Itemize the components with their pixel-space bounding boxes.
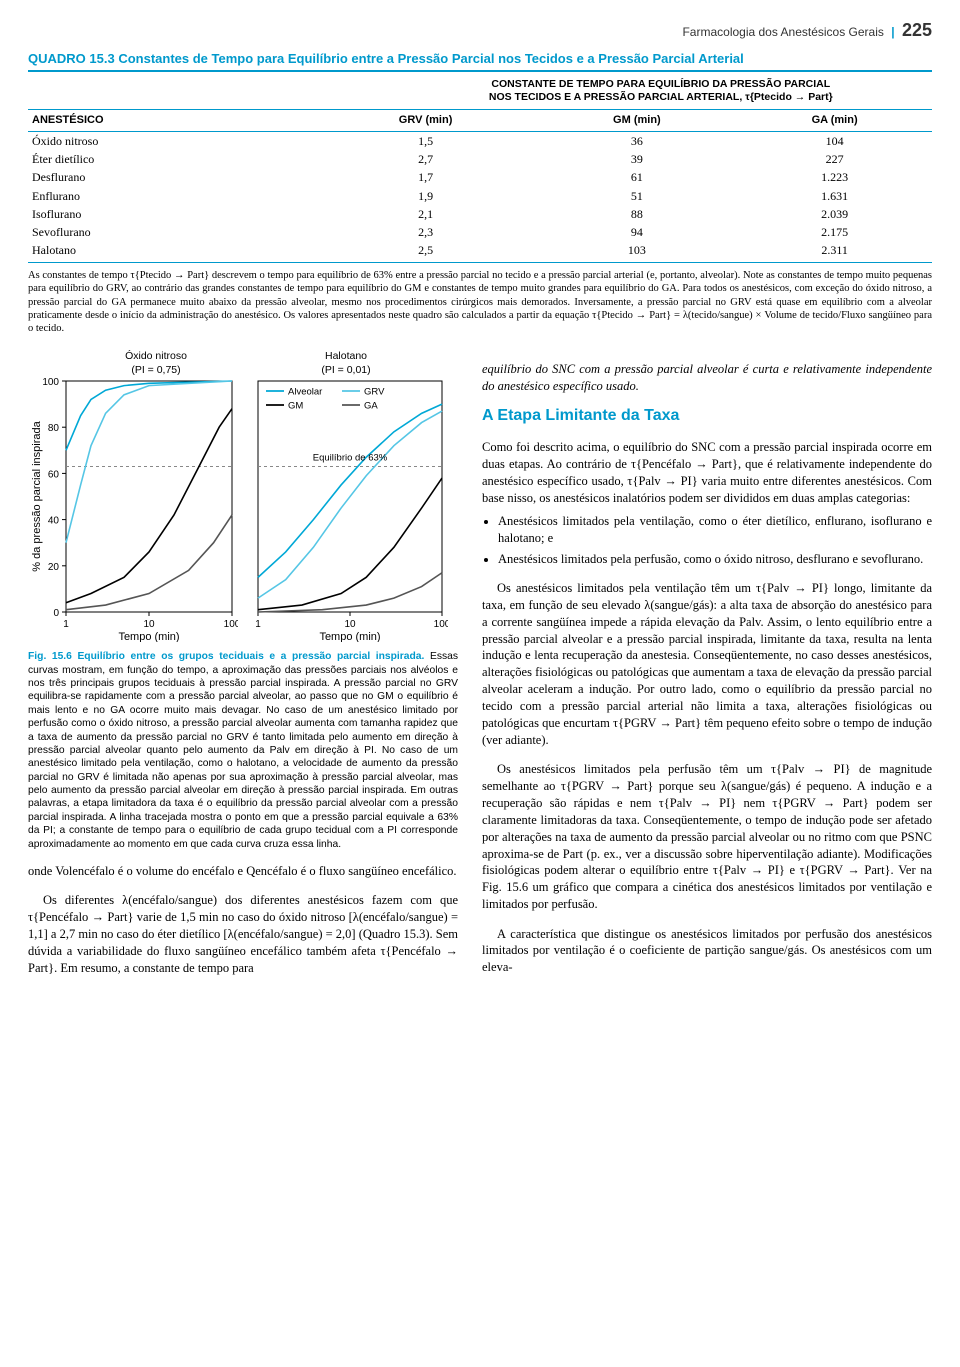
table-row: Desflurano1,7611.223: [28, 168, 932, 186]
chart1-title: Óxido nitroso(PI = 0,75): [66, 349, 246, 377]
svg-text:10: 10: [143, 619, 155, 630]
svg-text:20: 20: [48, 562, 60, 573]
page-header: Farmacologia dos Anestésicos Gerais | 22…: [28, 18, 932, 42]
right-p3: Os anestésicos limitados pela perfusão t…: [482, 761, 932, 913]
svg-text:GRV: GRV: [364, 387, 385, 398]
left-para-1: onde Volencéfalo é o volume do encéfalo …: [28, 863, 458, 880]
svg-text:1: 1: [255, 619, 261, 630]
col-2: GM (min): [537, 110, 738, 132]
right-p4: A característica que distingue os anesté…: [482, 926, 932, 977]
right-intro: equilíbrio do SNC com a pressão parcial …: [482, 361, 932, 395]
svg-text:0: 0: [53, 608, 59, 619]
bullet-list: Anestésicos limitados pela ventilação, c…: [498, 513, 932, 568]
quadro-rule: [28, 70, 932, 72]
chart-nitrous: 0 20 40 60 80 100 % da pressão parcial inspira…: [28, 377, 238, 642]
table-row: Enflurano1,9511.631: [28, 187, 932, 205]
table-row: Sevoflurano2,3942.175: [28, 223, 932, 241]
svg-text:60: 60: [48, 470, 60, 481]
section-heading: A Etapa Limitante da Taxa: [482, 405, 932, 427]
svg-text:100: 100: [434, 619, 448, 630]
table-row: Isoflurano2,1882.039: [28, 205, 932, 223]
svg-text:Tempo (min): Tempo (min): [118, 631, 179, 642]
svg-text:GA: GA: [364, 401, 378, 412]
quadro-title-text: Constantes de Tempo para Equilíbrio entr…: [118, 51, 743, 66]
table-note: As constantes de tempo τ{Ptecido → Part}…: [28, 269, 932, 335]
svg-text:100: 100: [224, 619, 238, 630]
figure-caption: Fig. 15.6 Equilíbrio entre os grupos tec…: [28, 650, 458, 851]
right-p2: Os anestésicos limitados pela ventilação…: [482, 580, 932, 749]
chapter-title: Farmacologia dos Anestésicos Gerais: [682, 25, 883, 39]
quadro-subtitle: CONSTANTE DE TEMPO PARA EQUILÍBRIO DA PR…: [390, 78, 932, 105]
table-row: Óxido nitroso1,536104: [28, 131, 932, 150]
page-number: 225: [902, 20, 932, 40]
svg-text:% da pressão parcial inspirada: % da pressão parcial inspirada: [31, 421, 43, 572]
list-item: Anestésicos limitados pela ventilação, c…: [498, 513, 932, 547]
table-row: Halotano2,51032.311: [28, 241, 932, 263]
svg-text:Alveolar: Alveolar: [288, 387, 322, 398]
svg-text:Tempo (min): Tempo (min): [319, 631, 380, 642]
header-bar: |: [891, 25, 894, 39]
svg-text:Equilíbrio de 63%: Equilíbrio de 63%: [313, 453, 388, 464]
chart2-title: Halotano(PI = 0,01): [256, 349, 436, 377]
list-item: Anestésicos limitados pela perfusão, com…: [498, 551, 932, 568]
svg-text:40: 40: [48, 516, 60, 527]
svg-text:80: 80: [48, 423, 60, 434]
chart-halothane: 1 10 100 Tempo (min) Alveolar GRV GM GA Equilíbr…: [248, 377, 448, 642]
time-constants-table: ANESTÉSICOGRV (min)GM (min)GA (min) Óxid…: [28, 109, 932, 263]
table-row: Éter dietílico2,739227: [28, 150, 932, 168]
col-3: GA (min): [737, 110, 932, 132]
quadro-heading: QUADRO 15.3 Constantes de Tempo para Equ…: [28, 50, 932, 68]
left-para-2: Os diferentes λ(encéfalo/sangue) dos dif…: [28, 892, 458, 976]
figure-charts: 0 20 40 60 80 100 % da pressão parcial inspira…: [28, 377, 458, 642]
quadro-label: QUADRO 15.3: [28, 51, 115, 66]
svg-text:100: 100: [42, 377, 59, 388]
svg-text:10: 10: [344, 619, 356, 630]
svg-text:GM: GM: [288, 401, 303, 412]
svg-text:1: 1: [63, 619, 69, 630]
col-1: GRV (min): [315, 110, 537, 132]
right-p1: Como foi descrito acima, o equilíbrio do…: [482, 439, 932, 507]
col-0: ANESTÉSICO: [28, 110, 315, 132]
